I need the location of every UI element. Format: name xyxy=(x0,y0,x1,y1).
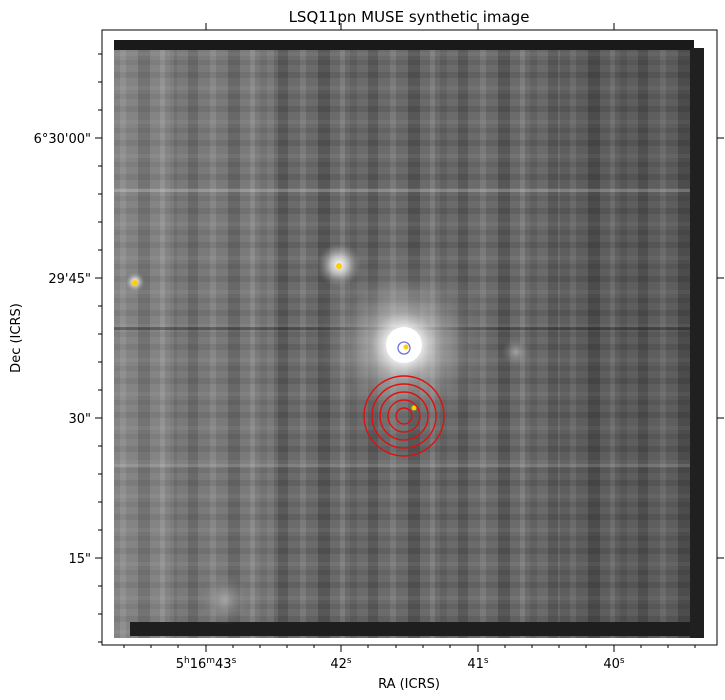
source-target xyxy=(411,405,417,411)
x-tick-label-2: 41s xyxy=(467,656,489,672)
y-axis-label: Dec (ICRS) xyxy=(9,303,24,373)
source-far-left xyxy=(132,280,138,286)
y-tick-label-3: 15" xyxy=(68,552,91,567)
y-tick-label-2: 30" xyxy=(68,412,91,427)
x-tick-label-1: 42s xyxy=(330,656,352,672)
reference-circle xyxy=(397,341,411,355)
y-ticks xyxy=(95,53,724,643)
y-tick-label-1: 29'45" xyxy=(48,272,91,287)
target-circles xyxy=(363,375,445,457)
x-tick-label-0: 5h16m43s xyxy=(176,656,237,672)
figure-title: LSQ11pn MUSE synthetic image xyxy=(289,8,530,26)
x-axis-label: RA (ICRS) xyxy=(378,677,440,692)
image-field xyxy=(102,30,717,645)
source-markers xyxy=(132,263,417,411)
source-upper xyxy=(336,263,342,269)
x-ticks xyxy=(123,23,696,652)
y-tick-label-0: 6°30'00" xyxy=(34,132,91,147)
source-bright-center xyxy=(403,344,409,350)
axes-frame xyxy=(101,29,718,646)
x-tick-label-3: 40s xyxy=(603,656,625,672)
